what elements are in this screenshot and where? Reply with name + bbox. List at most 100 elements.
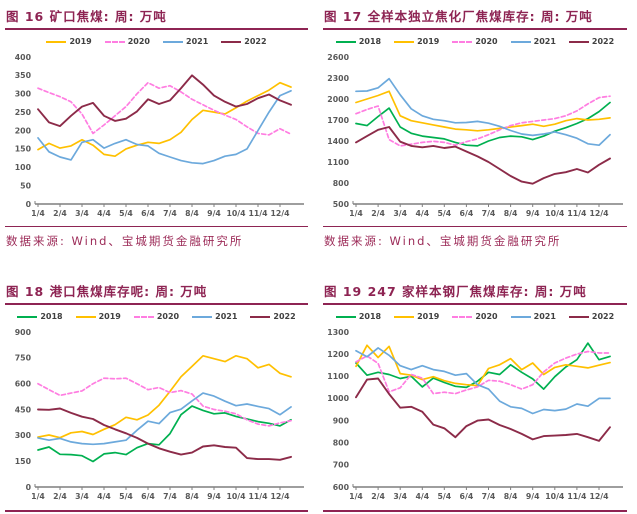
svg-text:5/4: 5/4 xyxy=(119,492,133,501)
title-rule xyxy=(323,303,627,305)
legend-swatch-2022 xyxy=(568,40,589,43)
chart-legend: 2018 2019 2020 2021 2022 xyxy=(5,309,308,324)
legend-item-2022: 2022 xyxy=(568,312,615,321)
svg-text:600: 600 xyxy=(15,380,32,389)
legend-swatch-2019 xyxy=(75,315,96,318)
line-chart: 500 800 1100 1400 1700 2000 2300 2600 1/4 2/4 3/4 4… xyxy=(327,53,623,218)
svg-text:4/4: 4/4 xyxy=(97,209,111,218)
svg-text:450: 450 xyxy=(15,405,32,414)
chart-legend: 2018 2019 2020 2021 2022 xyxy=(323,309,627,324)
svg-text:500: 500 xyxy=(333,200,350,209)
legend-swatch-2021 xyxy=(510,40,531,43)
legend-label: 2019 xyxy=(69,37,92,46)
svg-text:2/4: 2/4 xyxy=(53,209,67,218)
chart-title: 图 17 全样本独立焦化厂焦煤库存: 周: 万吨 xyxy=(324,9,593,24)
legend-swatch-2021 xyxy=(192,315,213,318)
legend-swatch-2018 xyxy=(335,315,356,318)
svg-text:12/4: 12/4 xyxy=(270,492,290,501)
chart-title: 图 18 港口焦煤库存呢: 周: 万吨 xyxy=(6,284,208,299)
chart-title: 图 19 247 家样本钢厂焦煤库存: 周: 万吨 xyxy=(324,284,587,299)
svg-text:1100: 1100 xyxy=(327,158,349,167)
svg-text:900: 900 xyxy=(333,416,350,425)
legend-label: 2022 xyxy=(244,37,267,46)
svg-text:9/4: 9/4 xyxy=(526,209,540,218)
legend-label: 2022 xyxy=(273,312,296,321)
svg-text:1/4: 1/4 xyxy=(31,492,45,501)
svg-text:1100: 1100 xyxy=(327,372,349,381)
svg-text:10/4: 10/4 xyxy=(545,209,565,218)
svg-text:400: 400 xyxy=(15,53,32,62)
svg-text:9/4: 9/4 xyxy=(207,209,221,218)
chart-panel-fig17: 图 17 全样本独立焦化厂焦煤库存: 周: 万吨 2018 2019 2020 202… xyxy=(318,0,637,275)
svg-text:6/4: 6/4 xyxy=(460,209,474,218)
legend-label: 2021 xyxy=(186,37,209,46)
chart-legend: 2019 2020 2021 2022 xyxy=(5,34,308,49)
svg-text:8/4: 8/4 xyxy=(504,209,518,218)
legend-item-2021: 2021 xyxy=(510,312,556,321)
svg-text:8/4: 8/4 xyxy=(185,492,199,501)
svg-text:600: 600 xyxy=(333,483,350,492)
svg-text:100: 100 xyxy=(15,163,32,172)
svg-text:1300: 1300 xyxy=(327,328,349,337)
svg-text:6/4: 6/4 xyxy=(460,492,474,501)
svg-text:750: 750 xyxy=(15,354,32,363)
svg-text:800: 800 xyxy=(333,439,350,448)
legend-item-2018: 2018 xyxy=(17,312,63,321)
svg-text:12/4: 12/4 xyxy=(589,492,609,501)
svg-text:1/4: 1/4 xyxy=(31,209,45,218)
legend-swatch-2019 xyxy=(394,315,415,318)
legend-label: 2019 xyxy=(98,312,121,321)
svg-text:6/4: 6/4 xyxy=(141,492,155,501)
legend-swatch-2018 xyxy=(335,40,356,43)
data-source: 数据来源: Wind、宝城期货金融研究所 xyxy=(324,234,562,248)
svg-text:150: 150 xyxy=(15,145,32,154)
svg-text:0: 0 xyxy=(26,200,32,209)
svg-text:2300: 2300 xyxy=(327,74,349,83)
legend-swatch-2022 xyxy=(221,40,242,43)
svg-text:7/4: 7/4 xyxy=(482,209,496,218)
source-rule xyxy=(5,510,308,512)
svg-text:3/4: 3/4 xyxy=(75,209,89,218)
legend-label: 2019 xyxy=(417,37,440,46)
svg-text:4/4: 4/4 xyxy=(97,492,111,501)
legend-item-2020: 2020 xyxy=(104,37,150,46)
svg-text:300: 300 xyxy=(15,90,32,99)
legend-label: 2018 xyxy=(40,312,63,321)
legend-swatch-2022 xyxy=(250,315,271,318)
svg-text:1700: 1700 xyxy=(327,116,349,125)
line-chart: 0 50 100 150 200 250 300 350 400 1/4 2/4 3/4 4/4 5/4 6… xyxy=(15,53,304,218)
legend-label: 2021 xyxy=(533,312,556,321)
legend-item-2021: 2021 xyxy=(163,37,208,46)
svg-text:2/4: 2/4 xyxy=(53,492,67,501)
svg-text:5/4: 5/4 xyxy=(437,492,451,501)
svg-text:3/4: 3/4 xyxy=(75,492,89,501)
svg-text:3/4: 3/4 xyxy=(393,209,407,218)
title-rule xyxy=(5,303,308,305)
svg-text:250: 250 xyxy=(15,108,32,117)
legend-label: 2020 xyxy=(156,312,180,321)
title-rule xyxy=(323,28,627,30)
legend-swatch-2021 xyxy=(163,40,183,43)
legend-label: 2022 xyxy=(591,312,615,321)
svg-text:2/4: 2/4 xyxy=(371,492,385,501)
svg-text:6/4: 6/4 xyxy=(141,209,155,218)
svg-text:9/4: 9/4 xyxy=(207,492,221,501)
svg-text:8/4: 8/4 xyxy=(504,492,518,501)
svg-text:11/4: 11/4 xyxy=(248,492,268,501)
svg-text:7/4: 7/4 xyxy=(163,492,177,501)
svg-text:1/4: 1/4 xyxy=(349,492,363,501)
legend-label: 2022 xyxy=(591,37,615,46)
source-rule xyxy=(5,226,308,227)
svg-text:11/4: 11/4 xyxy=(567,209,587,218)
legend-item-2022: 2022 xyxy=(221,37,267,46)
svg-text:7/4: 7/4 xyxy=(482,492,496,501)
svg-text:10/4: 10/4 xyxy=(226,209,246,218)
legend-item-2020: 2020 xyxy=(133,312,180,321)
legend-label: 2020 xyxy=(475,312,498,321)
svg-text:5/4: 5/4 xyxy=(119,209,133,218)
legend-swatch-2020 xyxy=(133,315,154,318)
legend-item-2021: 2021 xyxy=(510,37,556,46)
legend-label: 2020 xyxy=(475,37,498,46)
svg-text:2600: 2600 xyxy=(327,53,349,62)
line-chart: 0 150 300 450 600 750 900 1/4 2/4 3/4 4/4 5/4 6/4 7/4… xyxy=(15,328,304,501)
